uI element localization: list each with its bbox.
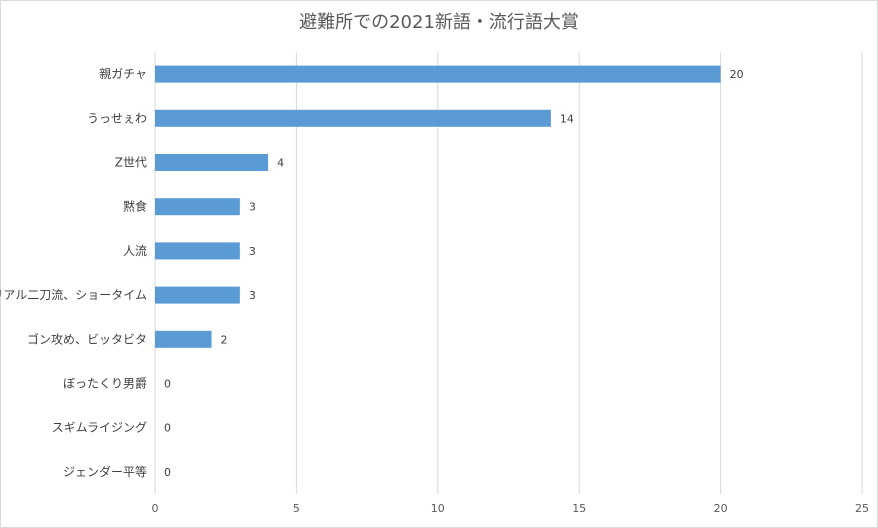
x-tick-label: 25: [855, 502, 869, 515]
category-label: 黙食: [123, 199, 147, 214]
x-tick-labels: 0 5 10 15 20 25: [152, 502, 870, 515]
data-label: 4: [277, 157, 284, 170]
data-label: 20: [730, 68, 744, 81]
data-label: 0: [164, 422, 171, 435]
data-label: 2: [221, 333, 228, 346]
bar: [155, 154, 269, 171]
category-label: リアル二刀流、ショータイム: [0, 288, 147, 302]
x-tick-label: 0: [152, 502, 159, 515]
category-label: Z世代: [115, 156, 147, 170]
data-label: 3: [249, 289, 256, 302]
bar: [155, 286, 240, 304]
category-label: 人流: [123, 244, 147, 258]
data-label: 3: [249, 245, 256, 258]
category-label: ジェンダー平等: [63, 464, 147, 479]
category-label: ぼったくり男爵: [63, 377, 147, 391]
data-label: 0: [164, 378, 171, 391]
category-label: うっせぇわ: [87, 111, 147, 125]
data-label: 3: [249, 201, 256, 214]
category-label: スギムライジング: [52, 421, 147, 435]
bar: [155, 242, 240, 260]
bar: [155, 198, 240, 216]
x-tick-label: 5: [293, 502, 300, 515]
x-tick-label: 15: [572, 502, 586, 515]
bar: [155, 65, 721, 83]
category-label: ゴン攻め、ビッタビタ: [27, 331, 147, 346]
bar: [155, 330, 212, 348]
chart-title: 避難所での2021新語・流行語大賞: [299, 12, 579, 33]
x-tick-label: 20: [714, 502, 728, 515]
data-label: 0: [164, 466, 171, 479]
bars: [155, 65, 721, 348]
category-label: 親ガチャ: [99, 67, 147, 81]
bar: [155, 109, 551, 127]
data-label: 14: [560, 112, 574, 125]
x-tick-label: 10: [431, 502, 445, 515]
